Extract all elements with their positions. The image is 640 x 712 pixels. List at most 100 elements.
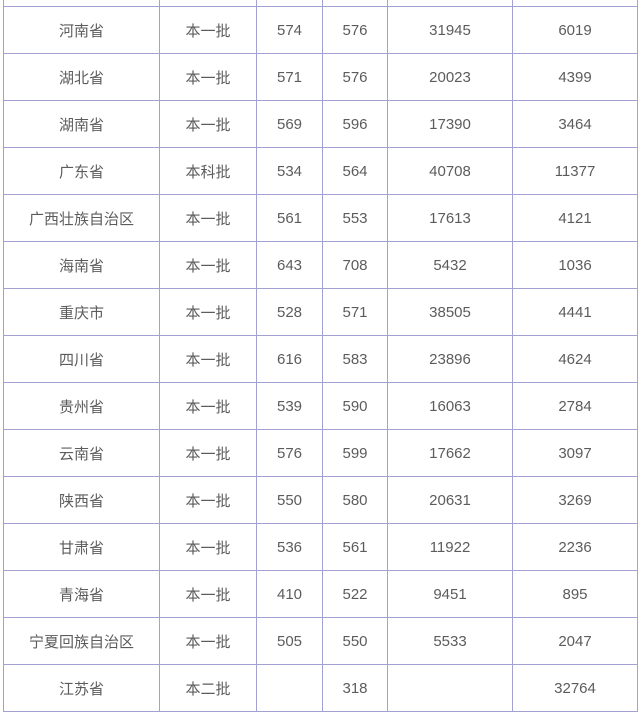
rank1-cell: 20631: [387, 476, 513, 524]
rank1-cell: 31945: [387, 6, 513, 54]
rank2-cell: 4441: [512, 288, 638, 336]
province-cell: 宁夏回族自治区: [3, 617, 160, 665]
score2-cell: 599: [322, 429, 388, 477]
table-row: 甘肃省 本一批 536 561 11922 2236: [3, 523, 638, 571]
table-row: 云南省 本一批 576 599 17662 3097: [3, 429, 638, 477]
score2-cell: 550: [322, 617, 388, 665]
province-cell: 湖南省: [3, 100, 160, 148]
score1-cell: 569: [256, 100, 323, 148]
rank1-cell: 23896: [387, 335, 513, 383]
rank2-cell: 4399: [512, 53, 638, 101]
rank1-cell: 20023: [387, 53, 513, 101]
score2-cell: 571: [322, 288, 388, 336]
score1-cell: 505: [256, 617, 323, 665]
table-row: 宁夏回族自治区 本一批 505 550 5533 2047: [3, 617, 638, 665]
province-cell: 广西壮族自治区: [3, 194, 160, 242]
score2-cell: 596: [322, 100, 388, 148]
table-row: 海南省 本一批 643 708 5432 1036: [3, 241, 638, 289]
score1-cell: 616: [256, 335, 323, 383]
rank1-cell: 5432: [387, 241, 513, 289]
batch-cell: 本一批: [159, 335, 257, 383]
rank1-cell: 17613: [387, 194, 513, 242]
rank2-cell: 3097: [512, 429, 638, 477]
table-row: 江苏省 本二批 318 32764: [3, 664, 638, 712]
score2-cell: 561: [322, 523, 388, 571]
score1-cell: 561: [256, 194, 323, 242]
score2-cell: 590: [322, 382, 388, 430]
batch-cell: 本一批: [159, 382, 257, 430]
province-cell: 贵州省: [3, 382, 160, 430]
rank1-cell: [387, 664, 513, 712]
table-row: 广东省 本科批 534 564 40708 11377: [3, 147, 638, 195]
score1-cell: 574: [256, 6, 323, 54]
batch-cell: 本一批: [159, 476, 257, 524]
rank2-cell: 2236: [512, 523, 638, 571]
score2-cell: 576: [322, 6, 388, 54]
batch-cell: 本一批: [159, 100, 257, 148]
table-row: 四川省 本一批 616 583 23896 4624: [3, 335, 638, 383]
score1-cell: 643: [256, 241, 323, 289]
rank1-cell: 17390: [387, 100, 513, 148]
admission-score-table: 河南省 本一批 574 576 31945 6019 湖北省 本一批 571 576 20023 43…: [3, 0, 638, 712]
score1-cell: 576: [256, 429, 323, 477]
batch-cell: 本科批: [159, 147, 257, 195]
score1-cell: 534: [256, 147, 323, 195]
rank1-cell: 40708: [387, 147, 513, 195]
score2-cell: 564: [322, 147, 388, 195]
table-row: 广西壮族自治区 本一批 561 553 17613 4121: [3, 194, 638, 242]
batch-cell: 本一批: [159, 241, 257, 289]
province-cell: 青海省: [3, 570, 160, 618]
rank1-cell: 11922: [387, 523, 513, 571]
table-row: 重庆市 本一批 528 571 38505 4441: [3, 288, 638, 336]
province-cell: 海南省: [3, 241, 160, 289]
table-row: 湖北省 本一批 571 576 20023 4399: [3, 53, 638, 101]
province-cell: 四川省: [3, 335, 160, 383]
batch-cell: 本一批: [159, 570, 257, 618]
table-row: 青海省 本一批 410 522 9451 895: [3, 570, 638, 618]
rank2-cell: 2784: [512, 382, 638, 430]
score2-cell: 318: [322, 664, 388, 712]
table-row: 河南省 本一批 574 576 31945 6019: [3, 6, 638, 54]
score2-cell: 580: [322, 476, 388, 524]
batch-cell: 本一批: [159, 617, 257, 665]
table-row: 湖南省 本一批 569 596 17390 3464: [3, 100, 638, 148]
score2-cell: 553: [322, 194, 388, 242]
batch-cell: 本一批: [159, 288, 257, 336]
province-cell: 云南省: [3, 429, 160, 477]
score2-cell: 522: [322, 570, 388, 618]
score1-cell: 539: [256, 382, 323, 430]
rank1-cell: 9451: [387, 570, 513, 618]
rank2-cell: 11377: [512, 147, 638, 195]
rank1-cell: 38505: [387, 288, 513, 336]
score2-cell: 583: [322, 335, 388, 383]
province-cell: 甘肃省: [3, 523, 160, 571]
rank2-cell: 3269: [512, 476, 638, 524]
rank2-cell: 6019: [512, 6, 638, 54]
batch-cell: 本二批: [159, 664, 257, 712]
score1-cell: [256, 664, 323, 712]
score1-cell: 528: [256, 288, 323, 336]
province-cell: 广东省: [3, 147, 160, 195]
province-cell: 江苏省: [3, 664, 160, 712]
rank1-cell: 16063: [387, 382, 513, 430]
province-cell: 重庆市: [3, 288, 160, 336]
rank2-cell: 1036: [512, 241, 638, 289]
rank2-cell: 2047: [512, 617, 638, 665]
province-cell: 湖北省: [3, 53, 160, 101]
rank2-cell: 4624: [512, 335, 638, 383]
table-row: 贵州省 本一批 539 590 16063 2784: [3, 382, 638, 430]
table-row: 陕西省 本一批 550 580 20631 3269: [3, 476, 638, 524]
rank2-cell: 32764: [512, 664, 638, 712]
score-table-body: 河南省 本一批 574 576 31945 6019 湖北省 本一批 571 576 20023 43…: [3, 0, 638, 712]
batch-cell: 本一批: [159, 523, 257, 571]
batch-cell: 本一批: [159, 53, 257, 101]
batch-cell: 本一批: [159, 194, 257, 242]
rank2-cell: 3464: [512, 100, 638, 148]
province-cell: 河南省: [3, 6, 160, 54]
batch-cell: 本一批: [159, 6, 257, 54]
score1-cell: 410: [256, 570, 323, 618]
score1-cell: 536: [256, 523, 323, 571]
rank2-cell: 895: [512, 570, 638, 618]
score1-cell: 571: [256, 53, 323, 101]
